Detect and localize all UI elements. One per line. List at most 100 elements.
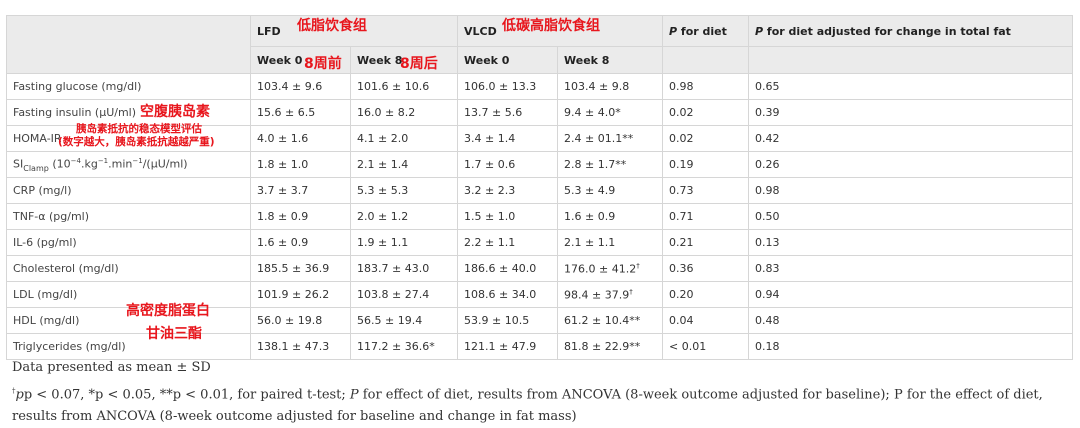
annotation-vlcd: 低碳高脂饮食组 <box>502 18 600 34</box>
header-blank-p <box>662 46 750 74</box>
cell-lfd-w0: 1.8 ± 0.9 <box>250 203 351 230</box>
cell-lfd-w0: 4.0 ± 1.6 <box>250 125 351 152</box>
header-blank-cell <box>6 15 251 74</box>
cell-lfd-w0: 1.6 ± 0.9 <box>250 229 351 256</box>
cell-p-diet: < 0.01 <box>662 333 750 360</box>
cell-vlcd-w0: 2.2 ± 1.1 <box>457 229 558 256</box>
cell-lfd-w8: 16.0 ± 8.2 <box>350 99 458 126</box>
cell-vlcd-w8: 103.4 ± 9.8 <box>556 73 664 100</box>
cell-vlcd-w8: 5.3 ± 4.9 <box>556 177 664 204</box>
header-row-weeks: Week 0 Week 8 Week 0 Week 8 <box>7 46 1074 74</box>
cell-vlcd-w8: 9.4 ± 4.0* <box>556 99 664 126</box>
cell-p-diet: 0.19 <box>662 151 750 178</box>
cell-vlcd-w8: 1.6 ± 0.9 <box>556 203 664 230</box>
table-row: Fasting insulin (µU/ml) 15.6 ± 6.5 16.0 ± … <box>6 99 1074 126</box>
annotation-lfd: 低脂饮食组 <box>297 18 367 34</box>
cell-vlcd-w0: 106.0 ± 13.3 <box>457 73 558 100</box>
cell-p-diet: 0.02 <box>662 125 750 152</box>
table-row: Cholesterol (mg/dl) 185.5 ± 36.9 183.7 ± 4… <box>6 255 1074 282</box>
row-label: Fasting glucose (mg/dl) <box>6 73 251 100</box>
cell-p-diet: 0.02 <box>662 99 750 126</box>
cell-vlcd-w0: 53.9 ± 10.5 <box>457 307 558 334</box>
cell-vlcd-w0: 3.2 ± 2.3 <box>457 177 558 204</box>
cell-p-adj: 0.13 <box>748 229 1074 256</box>
cell-p-diet: 0.71 <box>662 203 750 230</box>
row-label: Cholesterol (mg/dl) <box>6 255 251 282</box>
annotation-week0: 8周前 <box>304 56 342 72</box>
cell-p-diet: 0.04 <box>662 307 750 334</box>
table-row: HDL (mg/dl) 56.0 ± 19.8 56.5 ± 19.4 53.9 ± … <box>6 307 1074 334</box>
cell-p-adj: 0.26 <box>748 151 1074 178</box>
header-vlcd-week8: Week 8 <box>556 46 664 74</box>
footnote-text-a: p < 0.07, *p < 0.05, **p < 0.01, for pai… <box>23 387 350 403</box>
cell-lfd-w0: 103.4 ± 9.6 <box>250 73 351 100</box>
results-table: LFD VLCD P for diet P for diet adjusted … <box>6 15 1074 360</box>
table-row: Fasting glucose (mg/dl) 103.4 ± 9.6 101.6 … <box>6 73 1074 100</box>
row-label: CRP (mg/l) <box>6 177 251 204</box>
cell-vlcd-w0: 121.1 ± 47.9 <box>457 333 558 360</box>
header-vlcd-week0: Week 0 <box>457 46 558 74</box>
cell-p-adj: 0.39 <box>748 99 1074 126</box>
cell-p-adj: 0.83 <box>748 255 1074 282</box>
cell-p-adj: 0.42 <box>748 125 1074 152</box>
cell-lfd-w8: 2.1 ± 1.4 <box>350 151 458 178</box>
annotation-tg: 甘油三酯 <box>146 326 202 342</box>
row-label: HOMA-IR <box>6 125 251 152</box>
cell-lfd-w8: 1.9 ± 1.1 <box>350 229 458 256</box>
cell-lfd-w8: 2.0 ± 1.2 <box>350 203 458 230</box>
cell-vlcd-w8: 2.8 ± 1.7** <box>556 151 664 178</box>
row-label: SIClamp (10−4.kg−1.min−1/(µU/ml) <box>6 151 251 178</box>
cell-p-adj: 0.18 <box>748 333 1074 360</box>
cell-vlcd-w8: 61.2 ± 10.4** <box>556 307 664 334</box>
cell-lfd-w8: 117.2 ± 36.6* <box>350 333 458 360</box>
cell-vlcd-w0: 108.6 ± 34.0 <box>457 281 558 308</box>
cell-vlcd-w8: 81.8 ± 22.9** <box>556 333 664 360</box>
table-row: TNF-α (pg/ml) 1.8 ± 0.9 2.0 ± 1.2 1.5 ± 1.0… <box>6 203 1074 230</box>
footnote-mean-sd: Data presented as mean ± SD <box>12 360 211 375</box>
cell-lfd-w8: 103.8 ± 27.4 <box>350 281 458 308</box>
cell-lfd-w8: 4.1 ± 2.0 <box>350 125 458 152</box>
cell-lfd-w8: 183.7 ± 43.0 <box>350 255 458 282</box>
header-p-adjusted: P for diet adjusted for change in total … <box>748 15 1074 47</box>
annotation-homa-line1: 胰岛素抵抗的稳态模型评估 <box>76 123 202 135</box>
cell-p-diet: 0.36 <box>662 255 750 282</box>
cell-vlcd-w0: 1.7 ± 0.6 <box>457 151 558 178</box>
row-label: Triglycerides (mg/dl) <box>6 333 251 360</box>
cell-p-adj: 0.65 <box>748 73 1074 100</box>
header-lfd-week0: Week 0 <box>250 46 351 74</box>
cell-vlcd-w0: 186.6 ± 40.0 <box>457 255 558 282</box>
header-vlcd: VLCD <box>456 15 664 47</box>
cell-lfd-w0: 56.0 ± 19.8 <box>250 307 351 334</box>
footnote-text-c: for effect of diet, results from ANCOVA … <box>12 387 1043 425</box>
row-label: IL-6 (pg/ml) <box>6 229 251 256</box>
footnote-dagger: † <box>12 387 16 395</box>
cell-lfd-w0: 15.6 ± 6.5 <box>250 99 351 126</box>
row-label: TNF-α (pg/ml) <box>6 203 251 230</box>
cell-lfd-w0: 1.8 ± 1.0 <box>250 151 351 178</box>
cell-lfd-w8: 56.5 ± 19.4 <box>350 307 458 334</box>
cell-lfd-w8: 101.6 ± 10.6 <box>350 73 458 100</box>
cell-vlcd-w8: 98.4 ± 37.9† <box>556 281 664 308</box>
table-row: CRP (mg/l) 3.7 ± 3.7 5.3 ± 5.3 3.2 ± 2.3 5.3… <box>6 177 1074 204</box>
cell-p-diet: 0.98 <box>662 73 750 100</box>
header-p-diet: P for diet <box>662 15 750 47</box>
table-row: LDL (mg/dl) 101.9 ± 26.2 103.8 ± 27.4 108.6… <box>6 281 1074 308</box>
row-label: Fasting insulin (µU/ml) <box>6 99 251 126</box>
cell-vlcd-w0: 1.5 ± 1.0 <box>457 203 558 230</box>
cell-p-adj: 0.94 <box>748 281 1074 308</box>
cell-p-diet: 0.20 <box>662 281 750 308</box>
footnote-p-italic: P <box>349 387 359 403</box>
annotation-insulin: 空腹胰岛素 <box>140 104 210 120</box>
annotation-hdl: 高密度脂蛋白 <box>126 303 210 319</box>
cell-lfd-w0: 3.7 ± 3.7 <box>250 177 351 204</box>
cell-vlcd-w0: 3.4 ± 1.4 <box>457 125 558 152</box>
cell-lfd-w8: 5.3 ± 5.3 <box>350 177 458 204</box>
table-row: Triglycerides (mg/dl) 138.1 ± 47.3 117.2 ±… <box>6 333 1074 360</box>
footnote-significance: †pp < 0.07, *p < 0.05, **p < 0.01, for p… <box>12 387 1043 425</box>
cell-lfd-w0: 138.1 ± 47.3 <box>250 333 351 360</box>
cell-p-adj: 0.98 <box>748 177 1074 204</box>
cell-lfd-w0: 185.5 ± 36.9 <box>250 255 351 282</box>
cell-p-diet: 0.73 <box>662 177 750 204</box>
cell-p-diet: 0.21 <box>662 229 750 256</box>
cell-p-adj: 0.48 <box>748 307 1074 334</box>
